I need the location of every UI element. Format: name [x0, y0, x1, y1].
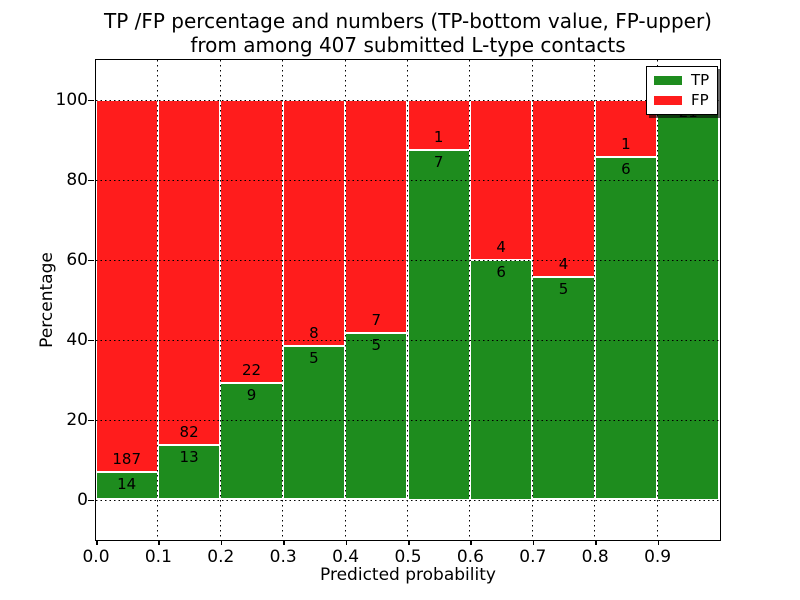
x-tick: [408, 540, 410, 545]
y-tick: [88, 419, 94, 421]
tp-count-label: 7: [433, 152, 444, 171]
y-tick-label: 60: [66, 250, 88, 270]
x-axis-label: Predicted probability: [320, 565, 496, 585]
tp-count-label: 5: [309, 348, 319, 367]
x-gridline: [469, 59, 471, 540]
x-tick-label: 0.9: [644, 547, 672, 567]
y-tick-label: 40: [66, 330, 88, 350]
fp-bar-segment: [95, 99, 158, 472]
tp-bar-segment: [594, 156, 658, 500]
plot-area: 18714821322985751746451621: [94, 58, 721, 541]
x-tick: [283, 540, 285, 545]
tp-bar-segment: [95, 471, 158, 500]
tp-count-label: 5: [371, 335, 382, 354]
x-tick-label: 0.1: [144, 547, 172, 567]
y-tick-label: 80: [66, 170, 88, 190]
x-tick: [158, 540, 160, 545]
fp-count-label: 4: [496, 237, 506, 256]
bars-layer: [95, 60, 720, 540]
x-tick-label: 0.2: [207, 547, 235, 567]
x-tick-label: 0.8: [581, 547, 609, 567]
legend: TP FP: [646, 66, 719, 115]
x-gridline: [157, 59, 159, 540]
legend-label-fp: FP: [691, 91, 709, 109]
x-tick: [657, 540, 660, 545]
x-gridline: [531, 59, 533, 540]
fp-legend-swatch-icon: [654, 96, 682, 105]
grid-layer: [95, 59, 720, 540]
x-tick: [345, 540, 348, 545]
tp-bar-segment: [220, 383, 283, 500]
x-tick-label: 0.5: [394, 547, 422, 567]
y-axis-label: Percentage: [37, 252, 57, 348]
tp-count-label: 13: [179, 447, 199, 466]
fp-count-label: 22: [241, 361, 262, 380]
legend-item-tp: TP: [654, 73, 709, 88]
chart-title-line-2: from among 407 submitted L-type contacts: [190, 33, 626, 57]
y-tick-label: 0: [77, 490, 88, 510]
x-tick-label: 0.3: [269, 547, 297, 567]
x-gridline: [282, 59, 284, 540]
x-tick: [96, 540, 98, 545]
x-tick-label: 0.6: [456, 547, 484, 567]
tp-bar-segment: [469, 259, 533, 500]
fp-bar-segment: [532, 99, 595, 278]
legend-label-tp: TP: [691, 71, 710, 89]
x-tick-label: 0.7: [519, 547, 547, 567]
y-tick: [88, 339, 94, 341]
tp-bar-segment: [157, 444, 221, 500]
x-tick: [470, 540, 472, 545]
fp-bar-segment: [282, 99, 346, 346]
legend-item-fp: FP: [654, 93, 709, 108]
x-gridline: [656, 59, 658, 540]
y-tick-label: 100: [55, 90, 88, 110]
bar-labels-layer: 18714821322985751746451621: [96, 60, 720, 540]
x-gridline: [219, 59, 221, 540]
y-tick: [88, 179, 94, 181]
tp-bar-segment: [407, 149, 470, 500]
fp-count-label: 187: [112, 449, 142, 468]
fp-count-label: 82: [179, 422, 199, 441]
tp-bar-segment: [282, 345, 346, 500]
x-tick: [532, 540, 535, 545]
x-tick: [220, 540, 223, 545]
x-gridline: [594, 59, 596, 540]
fp-count-label: 7: [371, 310, 382, 329]
tp-bar-segment: [657, 99, 720, 500]
chart-title-line-1: TP /FP percentage and numbers (TP-bottom…: [104, 9, 712, 33]
tp-count-label: 6: [496, 262, 506, 281]
tp-count-label: 14: [117, 474, 137, 493]
x-tick-label: 0.0: [82, 547, 110, 567]
tp-count-label: 9: [246, 386, 257, 405]
y-tick: [88, 99, 94, 101]
fp-count-label: 4: [558, 255, 569, 274]
tp-count-label: 5: [558, 280, 569, 299]
tp-bar-segment: [532, 277, 595, 500]
y-tick-label: 20: [66, 410, 88, 430]
tp-count-label: 6: [621, 159, 631, 178]
x-tick-label: 0.4: [332, 547, 360, 567]
x-gridline: [344, 59, 346, 540]
tp-bar-segment: [345, 332, 408, 500]
fp-bar-segment: [220, 99, 283, 384]
fp-count-label: 1: [621, 134, 631, 153]
y-tick: [88, 259, 94, 261]
fp-count-label: 8: [309, 323, 319, 342]
x-gridline: [407, 59, 408, 540]
y-tick: [88, 499, 94, 501]
fp-bar-segment: [407, 99, 470, 150]
x-tick: [595, 540, 597, 545]
fp-count-label: 1: [433, 127, 444, 146]
fp-bar-segment: [157, 99, 221, 445]
tp-legend-swatch-icon: [654, 76, 682, 85]
